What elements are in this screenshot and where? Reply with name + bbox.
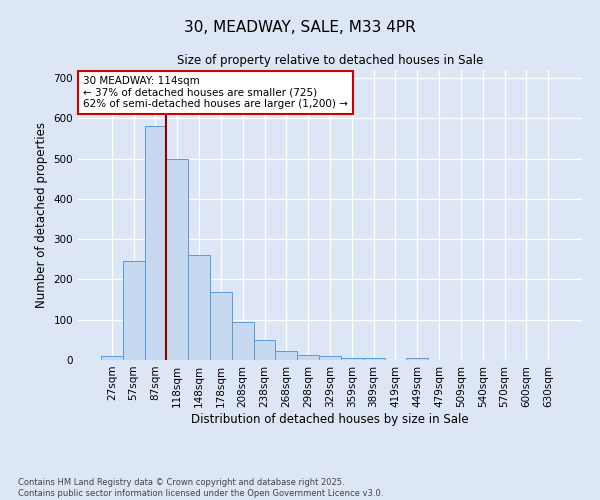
- Bar: [254, 340, 275, 360]
- Bar: [319, 356, 341, 360]
- Bar: [145, 126, 166, 360]
- Text: 30, MEADWAY, SALE, M33 4PR: 30, MEADWAY, SALE, M33 4PR: [184, 20, 416, 35]
- Bar: [123, 262, 145, 360]
- Bar: [232, 322, 254, 360]
- Bar: [210, 292, 232, 360]
- X-axis label: Distribution of detached houses by size in Sale: Distribution of detached houses by size …: [191, 412, 469, 426]
- Bar: [101, 356, 123, 360]
- Title: Size of property relative to detached houses in Sale: Size of property relative to detached ho…: [177, 54, 483, 68]
- Bar: [406, 358, 428, 360]
- Bar: [166, 158, 188, 360]
- Bar: [188, 256, 210, 360]
- Text: Contains HM Land Registry data © Crown copyright and database right 2025.
Contai: Contains HM Land Registry data © Crown c…: [18, 478, 383, 498]
- Bar: [275, 351, 297, 360]
- Bar: [297, 355, 319, 360]
- Text: 30 MEADWAY: 114sqm
← 37% of detached houses are smaller (725)
62% of semi-detach: 30 MEADWAY: 114sqm ← 37% of detached hou…: [83, 76, 348, 109]
- Y-axis label: Number of detached properties: Number of detached properties: [35, 122, 48, 308]
- Bar: [341, 358, 363, 360]
- Bar: [363, 358, 385, 360]
